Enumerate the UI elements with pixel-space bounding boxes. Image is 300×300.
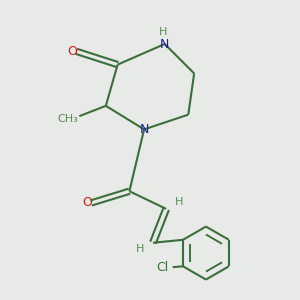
Text: H: H — [159, 27, 167, 37]
Text: O: O — [67, 45, 77, 58]
Text: H: H — [136, 244, 144, 254]
Text: O: O — [82, 196, 92, 209]
Text: N: N — [160, 38, 169, 50]
Text: CH₃: CH₃ — [57, 114, 78, 124]
Text: N: N — [140, 123, 149, 136]
Text: H: H — [175, 196, 184, 206]
Text: Cl: Cl — [156, 261, 169, 274]
